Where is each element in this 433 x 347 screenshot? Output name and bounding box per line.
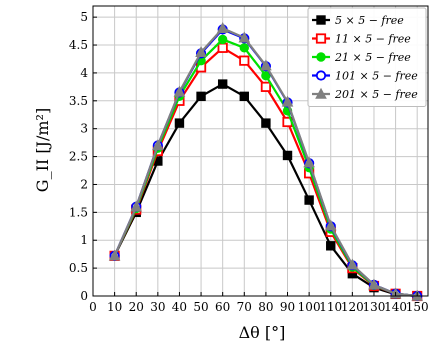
x-tick-label: 110 [319, 300, 342, 314]
y-tick-label: 3 [80, 122, 88, 136]
data-point [239, 43, 249, 53]
x-tick-label: 60 [215, 300, 230, 314]
data-point [239, 55, 250, 66]
data-point [195, 46, 207, 57]
x-tick-label: 150 [406, 300, 429, 314]
data-point [260, 59, 272, 71]
data-point [281, 95, 294, 107]
data-point [315, 70, 327, 81]
y-tick-label: 4.5 [69, 38, 88, 52]
data-point [217, 34, 228, 45]
x-tick-label: 40 [172, 300, 187, 314]
x-tick-label: 90 [280, 300, 295, 314]
data-point [282, 150, 293, 161]
data-point [196, 91, 206, 102]
x-tick-label: 0 [89, 300, 97, 314]
legend-box [307, 7, 427, 107]
data-point [316, 52, 326, 62]
data-point [174, 118, 185, 128]
x-tick-label: 100 [298, 300, 321, 314]
legend-item: 21 × 5 − free [312, 51, 411, 64]
series [108, 22, 424, 301]
data-point [315, 33, 327, 44]
x-axis-label: Δθ [°] [239, 323, 286, 342]
data-point [303, 156, 315, 168]
data-point [316, 15, 326, 25]
legend-item: 5 × 5 − free [312, 14, 404, 27]
y-tick-label: 2.5 [69, 150, 88, 164]
data-point [217, 79, 228, 89]
data-point [130, 200, 143, 212]
legend-label: 11 × 5 − free [335, 33, 411, 46]
legend-label: 21 × 5 − free [334, 51, 411, 64]
x-tick-label: 80 [258, 300, 273, 314]
legend-label: 101 × 5 − free [335, 70, 418, 83]
y-axis-label: G_II [J/m²] [33, 108, 52, 192]
legend-label: 201 × 5 − free [334, 88, 418, 101]
x-tick-label: 120 [341, 300, 364, 314]
series [109, 79, 422, 301]
x-tick-label: 30 [150, 300, 165, 314]
data-point [324, 219, 337, 231]
data-point [326, 241, 336, 251]
legend-item: 11 × 5 − free [312, 33, 411, 46]
y-tick-label: 1 [80, 233, 88, 247]
y-ticks: 0 0.5 1 1.5 2 2.5 3 3.5 4 4.5 5 [69, 10, 97, 303]
y-tick-label: 5 [80, 10, 88, 24]
data-point [346, 258, 359, 270]
legend: 5 × 5 − free 11 × 5 − free 21 × 5 − free 10… [307, 7, 427, 107]
legend-item: 101 × 5 − free [312, 70, 418, 83]
data-point [238, 31, 251, 43]
data-point [216, 22, 229, 34]
x-tick-label: 50 [193, 300, 208, 314]
data-point [260, 81, 272, 92]
x-tick-label: 10 [107, 300, 122, 314]
y-tick-label: 2 [80, 177, 88, 191]
data-point [304, 195, 314, 205]
data-point [368, 278, 380, 290]
plot-frame [92, 5, 429, 297]
data-point [261, 71, 271, 81]
y-tick-label: 4 [80, 66, 88, 80]
y-tick-label: 0.5 [69, 261, 88, 275]
x-tick-label: 70 [237, 300, 252, 314]
legend-item: 201 × 5 − free [312, 87, 418, 101]
data-point [217, 42, 228, 53]
y-tick-label: 3.5 [69, 94, 88, 108]
x-tick-label: 130 [363, 300, 386, 314]
data-point [173, 85, 186, 97]
data-point [239, 91, 249, 102]
data-point [108, 249, 121, 261]
x-tick-label: 140 [384, 300, 407, 314]
data-point [315, 87, 327, 99]
data-point [152, 139, 164, 151]
data-point [261, 118, 271, 128]
legend-label: 5 × 5 − free [335, 14, 404, 27]
x-tick-label: 20 [129, 300, 144, 314]
y-tick-label: 1.5 [69, 205, 88, 219]
y-tick-label: 0 [80, 289, 88, 303]
